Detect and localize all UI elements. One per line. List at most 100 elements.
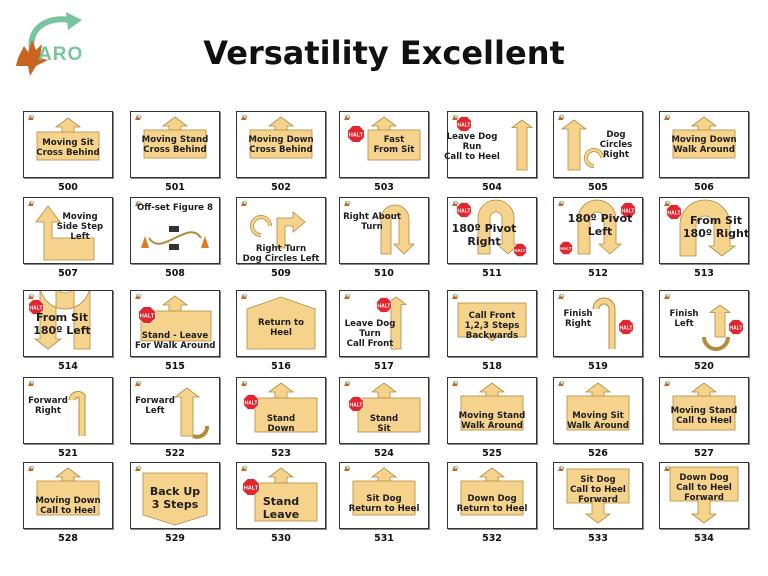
- sign-diagram-icon: HALT: [347, 116, 421, 161]
- sign-label-line: Call Front: [468, 311, 516, 321]
- sign-diagram-icon: [460, 467, 524, 516]
- halt-text: HALT: [244, 486, 259, 492]
- sign-label-line: Cross Behind: [36, 148, 100, 158]
- sign-diagram-icon: [246, 296, 316, 350]
- sign-diagram-icon: [249, 116, 313, 159]
- mini-logo-icon: [558, 381, 565, 386]
- sign-518: Call Front 1,2,3 Steps Backwards 518: [447, 290, 537, 372]
- sign-card: HALT Stand - Leave For Walk Around: [130, 290, 220, 357]
- mini-logo-icon: [558, 294, 565, 299]
- mini-logo-icon: [28, 381, 35, 386]
- sign-diagram-icon: [380, 204, 415, 255]
- sign-diagram-icon: HALT: [376, 296, 408, 350]
- mini-logo-icon: [664, 201, 671, 206]
- sign-label: Leave Dog Run Call to Heel: [432, 132, 512, 162]
- sign-diagram-icon: HALT: [456, 116, 534, 171]
- sign-label-line: Call Front: [346, 339, 394, 349]
- sign-card: Forward Left: [130, 377, 220, 444]
- mini-logo-icon: [28, 294, 35, 299]
- sign-506: Moving Down Walk Around 506: [659, 111, 749, 193]
- sign-diagram-icon: HALT: [242, 467, 318, 522]
- sign-label: Stand - Leave For Walk Around: [135, 331, 215, 351]
- sign-522: Forward Left 522: [130, 377, 220, 459]
- sign-card: HALT HALT 180º Pivot Left: [553, 197, 643, 264]
- mini-logo-icon: [558, 466, 565, 471]
- mini-logo-icon: [241, 294, 248, 299]
- sign-number: 519: [588, 361, 608, 372]
- sign-card: Down Dog Call to Heel Forward: [659, 462, 749, 529]
- sign-label-line: Leave Dog: [344, 319, 396, 329]
- sign-label-line: Call to Heel: [444, 152, 500, 162]
- sign-diagram-icon: HALT HALT: [456, 199, 527, 257]
- sign-diagram-icon: [143, 116, 207, 159]
- sign-card: Back Up 3 Steps: [130, 462, 220, 529]
- sign-label-line: Run: [462, 142, 482, 152]
- sign-label: Down Dog Return to Heel: [452, 494, 532, 514]
- sign-card: Moving Sit Cross Behind: [23, 111, 113, 178]
- sign-number: 533: [588, 533, 608, 544]
- sign-514: HALT From Sit 180º Left 514: [22, 290, 113, 372]
- sign-number: 518: [482, 361, 502, 372]
- sign-label-line: Finish: [669, 309, 699, 319]
- sign-label-line: Cross Behind: [249, 145, 313, 155]
- sign-label: From Sit 180º Left: [22, 311, 102, 337]
- mini-logo-icon: [241, 201, 248, 206]
- sign-label: Leave Dog Turn Call Front: [330, 319, 410, 349]
- sign-card: Moving Stand Call to Heel: [659, 377, 749, 444]
- sign-label-line: Call to Heel: [676, 483, 732, 493]
- sign-number: 513: [694, 268, 714, 279]
- halt-text: HALT: [458, 122, 471, 128]
- sign-label-line: Stand: [262, 495, 300, 508]
- mini-logo-icon: [452, 294, 459, 299]
- sign-525: Moving Stand Walk Around 525: [447, 377, 537, 459]
- mini-logo-icon: [241, 381, 248, 386]
- sign-card: HALT Leave Dog Turn Call Front: [339, 290, 429, 357]
- sign-number: 504: [482, 182, 502, 193]
- sign-532: Down Dog Return to Heel 532: [447, 462, 537, 544]
- sign-label-line: Side Step: [56, 222, 104, 232]
- sign-label-line: Right Turn: [255, 244, 307, 254]
- sign-label: Moving Side Step Left: [40, 212, 120, 242]
- sign-number: 521: [58, 448, 78, 459]
- sign-label-line: Return to Heel: [456, 504, 528, 514]
- sign-label-line: Left: [587, 225, 613, 238]
- sign-number: 532: [482, 533, 502, 544]
- sign-label-line: From Sit: [373, 145, 415, 155]
- sign-504: HALT Leave Dog Run Call to Heel 504: [444, 111, 537, 193]
- sign-520: HALT Finish Left 520: [659, 290, 749, 372]
- sign-card: Sit Dog Call to Heel Forward: [553, 462, 643, 529]
- sign-label: Forward Left: [115, 396, 195, 416]
- mini-logo-icon: [344, 115, 351, 120]
- sign-label: Off-set Figure 8: [135, 203, 215, 213]
- sign-label: 180º Pivot Right: [444, 222, 524, 248]
- sign-diagram-icon: HALT: [592, 297, 634, 349]
- sign-card: Return to Heel: [236, 290, 326, 357]
- mini-logo-icon: [28, 115, 35, 120]
- sign-label-line: Moving Sit: [42, 138, 94, 148]
- mini-logo-icon: [135, 381, 142, 386]
- sign-526: Moving Sit Walk Around 526: [553, 377, 643, 459]
- mini-logo-icon: [344, 381, 351, 386]
- sign-511: HALT HALT 180º Pivot Right 511: [444, 197, 537, 279]
- sign-label-line: 1,2,3 Steps: [464, 321, 520, 331]
- sign-number: 507: [58, 268, 78, 279]
- sign-label: Moving Sit Walk Around: [558, 411, 638, 431]
- halt-text: HALT: [560, 246, 572, 251]
- sign-508: Off-set Figure 8 508: [130, 197, 220, 279]
- sign-label: Moving Stand Cross Behind: [135, 135, 215, 155]
- sign-number: 512: [588, 268, 608, 279]
- sign-label: Finish Right: [538, 309, 618, 329]
- sign-label-line: Turn: [361, 222, 383, 232]
- sign-521: Forward Right 521: [23, 377, 113, 459]
- mini-logo-icon: [135, 115, 142, 120]
- sign-diagram-icon: [566, 468, 630, 524]
- sign-number: 516: [271, 361, 291, 372]
- sign-card: HALT Finish Left: [659, 290, 749, 357]
- sign-card: Off-set Figure 8: [130, 197, 220, 264]
- sign-510: Right About Turn 510: [339, 197, 429, 279]
- sign-label-line: Call to Heel: [676, 416, 732, 426]
- sign-label: From Sit 180º Right: [676, 214, 756, 240]
- sign-label-line: Moving Stand: [670, 406, 738, 416]
- sign-label-line: Dog Circles Left: [242, 254, 320, 264]
- sign-label-line: Walk Around: [461, 421, 523, 431]
